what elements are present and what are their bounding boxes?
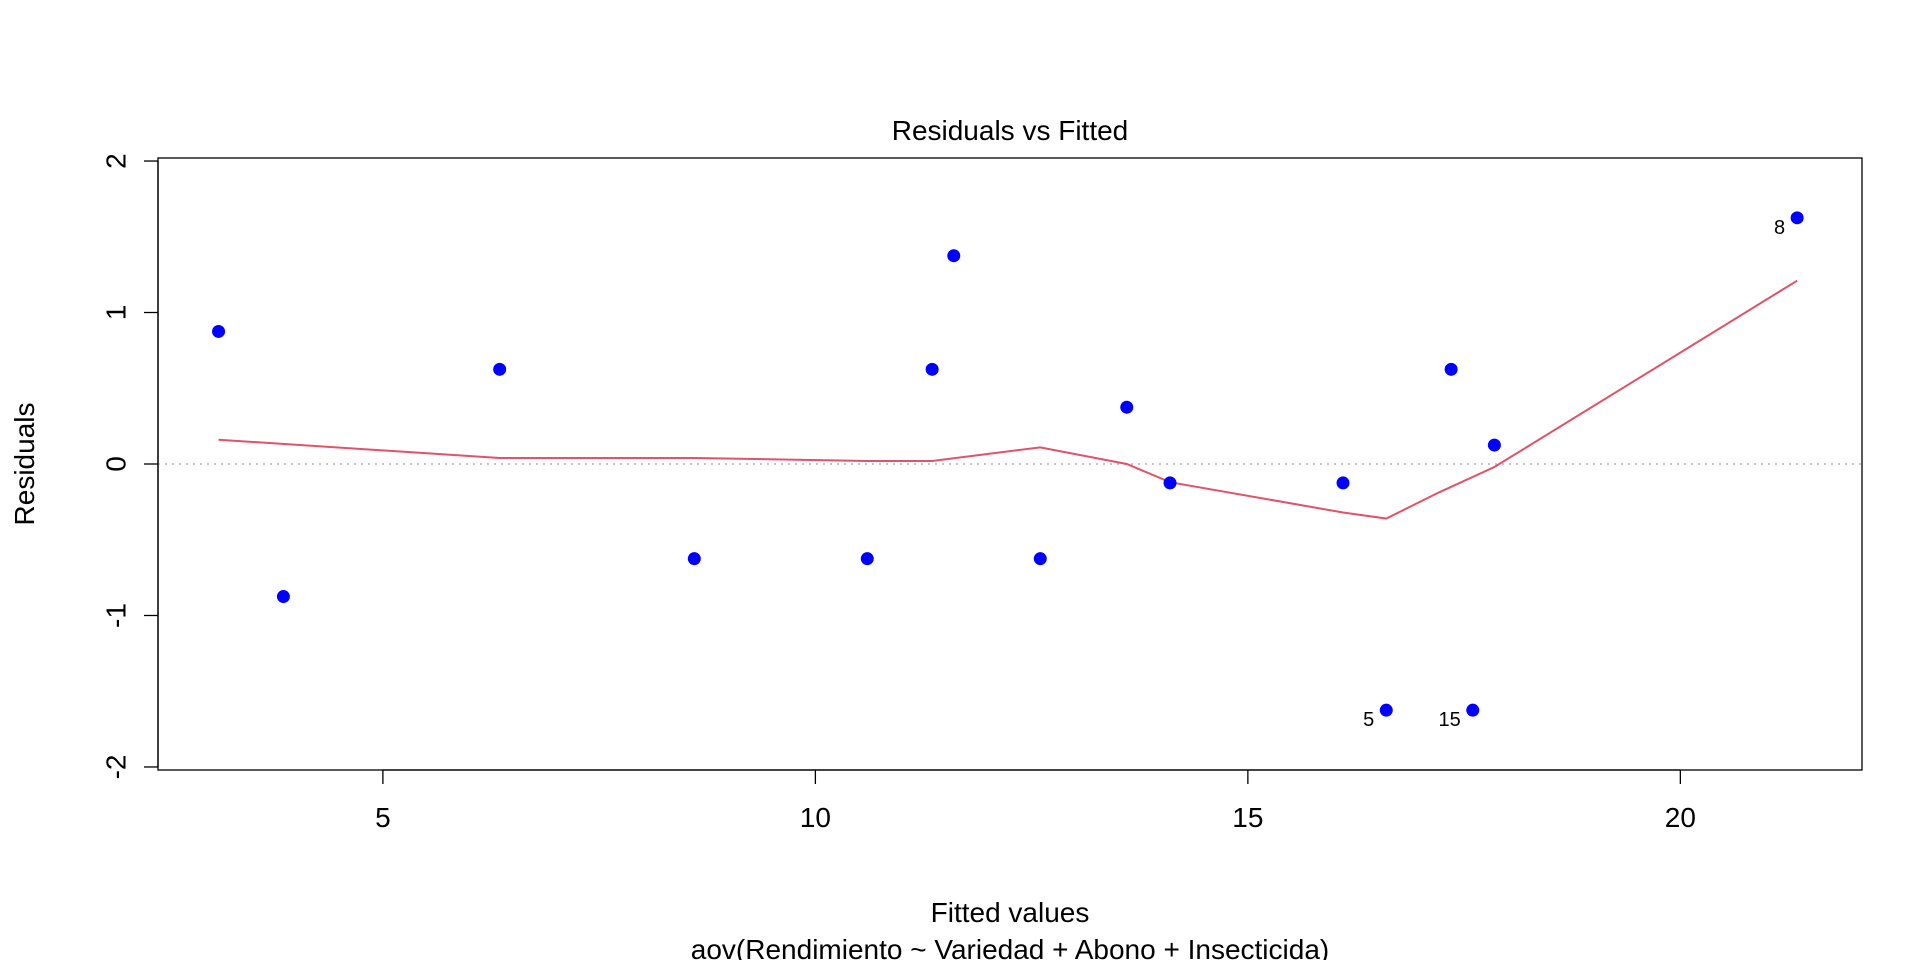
point-label: 5 [1363, 709, 1374, 731]
x-tick-label: 5 [375, 802, 391, 833]
plot-frame [157, 157, 1863, 771]
chart-subtitle: aov(Rendimiento ~ Variedad + Abono + Ins… [691, 934, 1329, 960]
y-tick-label: 1 [100, 305, 131, 321]
data-point [1790, 211, 1804, 225]
chart-title: Residuals vs Fitted [892, 115, 1129, 146]
data-point [1466, 703, 1480, 717]
point-label: 8 [1774, 217, 1785, 239]
points-group [212, 211, 1804, 717]
data-point [1120, 400, 1134, 414]
data-point [860, 552, 874, 566]
y-axis-label: Residuals [9, 403, 40, 526]
data-point [947, 249, 961, 263]
data-point [276, 590, 290, 604]
data-point [1444, 362, 1458, 376]
smooth-line-group [218, 279, 1798, 520]
x-tick-label: 10 [800, 802, 831, 833]
data-point [925, 362, 939, 376]
data-point [1163, 476, 1177, 490]
y-tick-label: 2 [100, 153, 131, 169]
x-axis: 5 10 15 20 [375, 769, 1696, 833]
y-tick-label: 0 [100, 456, 131, 472]
x-tick-label: 20 [1665, 802, 1696, 833]
data-point [1033, 552, 1047, 566]
data-point [1487, 438, 1501, 452]
data-point [212, 324, 226, 338]
data-point [687, 552, 701, 566]
y-tick-label: -2 [100, 755, 131, 780]
y-tick-label: -1 [100, 603, 131, 628]
data-point [493, 362, 507, 376]
smooth-line [218, 279, 1798, 520]
x-axis-label: Fitted values [931, 897, 1090, 928]
data-point [1336, 476, 1350, 490]
x-tick-label: 15 [1232, 802, 1263, 833]
point-label: 15 [1439, 709, 1461, 731]
point-labels-group: 5 15 8 [1363, 217, 1785, 731]
data-point [1379, 703, 1393, 717]
y-axis: -2 -1 0 1 2 [100, 153, 159, 780]
